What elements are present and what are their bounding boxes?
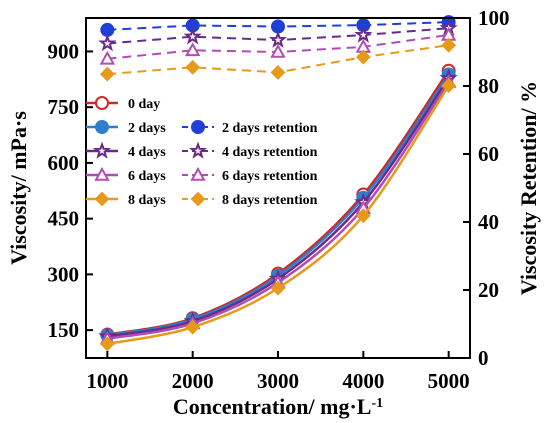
y-left-tick-label: 900 [48,39,80,63]
data-point [183,27,202,45]
data-point [441,78,457,94]
legend-label: 8 days retention [222,193,318,208]
legend-label: 8 days [128,193,166,208]
y-left-tick-label: 750 [48,95,80,119]
series-layer [98,15,458,352]
x-axis-title-main: Concentration/ mg·L [173,394,372,419]
data-point [355,208,371,224]
y-left-tick-label: 600 [48,151,80,175]
series-line [107,84,450,346]
data-point [99,50,116,65]
y-right-tick-label: 40 [478,210,499,234]
legend-marker [95,120,109,134]
legend-label: 6 days [128,169,166,184]
series-8 [99,37,457,82]
y-left-tick-label: 300 [48,262,80,286]
data-point [268,30,288,48]
axis-layer: 1000 2000 3000 4000 5000 150 300 450 600 750 900 0 2… [48,6,510,393]
data-point [355,49,371,65]
series-6 [98,18,458,52]
x-tick-label: 3000 [257,369,299,393]
series-line [107,77,450,338]
legend-label: 4 days retention [222,145,318,160]
series-line [107,81,450,340]
legend-label: 0 day [128,97,160,112]
data-point [99,336,115,352]
legend-label: 6 days retention [222,169,318,184]
y-right-tick-label: 60 [478,142,499,166]
y-axis-left-title: Viscosity/ mPa·s [6,111,31,265]
legend-marker [190,191,206,207]
legend-marker [92,141,112,159]
legend-label: 2 days [128,121,166,136]
legend-marker [94,191,110,207]
data-point [185,59,201,75]
y-right-tick-label: 80 [478,74,499,98]
legend: 0 day 2 days 4 days 6 days 8 days 2 days rete… [86,96,318,208]
y-right-tick-label: 100 [478,6,510,30]
y-right-tick-label: 0 [478,346,489,370]
legend-marker [94,166,110,181]
series-7 [99,26,457,65]
x-axis-title: Concentration/ mg·L-1 [173,394,383,419]
data-point [184,42,201,57]
legend-marker [188,141,208,159]
data-point [270,280,286,296]
legend-label: 4 days [128,145,166,160]
legend-marker [191,120,205,134]
y-left-tick-label: 150 [48,318,80,342]
data-point [354,25,373,43]
data-point [441,37,457,53]
data-point [99,66,115,82]
data-point [185,319,201,335]
x-tick-label: 4000 [342,369,384,393]
legend-label: 2 days retention [222,121,318,136]
series-4 [99,78,457,352]
x-tick-label: 1000 [86,369,128,393]
x-tick-label: 2000 [172,369,214,393]
data-point [98,33,117,52]
series-3 [99,73,457,345]
x-tick-label: 5000 [428,369,470,393]
legend-marker [190,166,206,181]
x-axis-title-superscript: -1 [371,396,383,411]
series-line [107,73,450,337]
y-axis-right-title: Viscosity Retention/ % [516,81,541,295]
data-point [270,64,286,80]
data-point [270,43,286,58]
y-right-tick-label: 20 [478,278,499,302]
y-left-tick-label: 450 [48,207,80,231]
legend-marker [95,96,109,110]
